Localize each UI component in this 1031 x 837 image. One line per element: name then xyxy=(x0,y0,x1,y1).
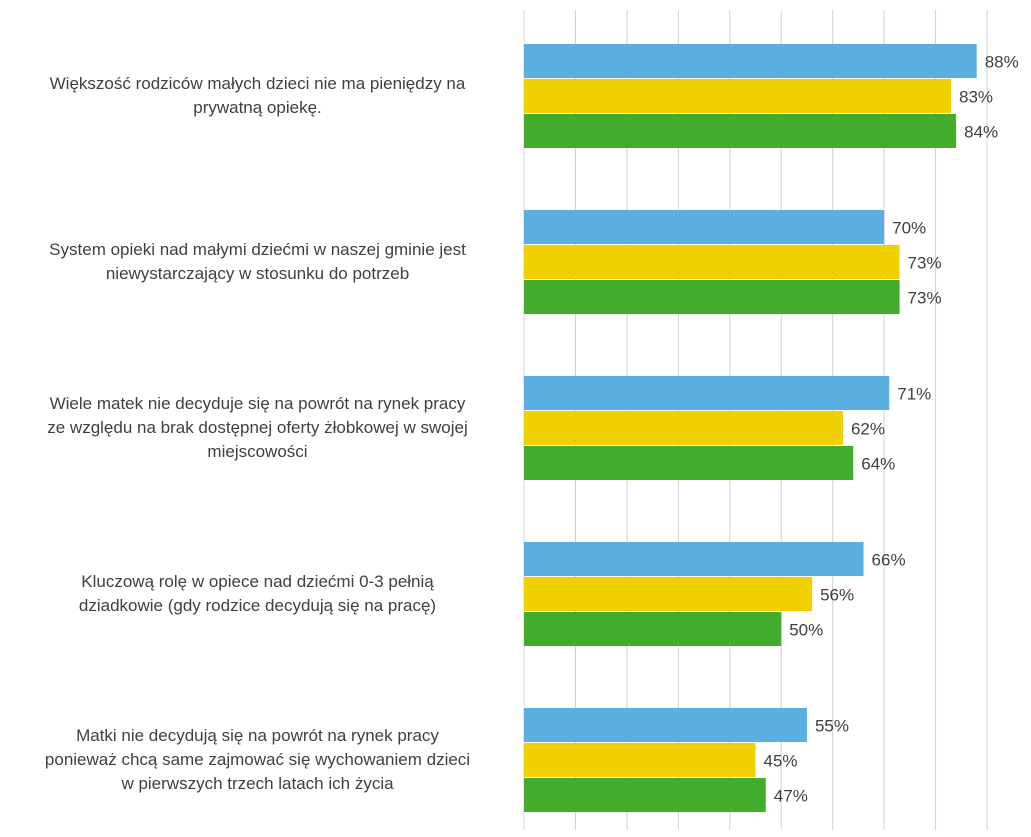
category-label: Większość rodziców małych dzieci nie ma … xyxy=(49,74,466,117)
value-label: 70% xyxy=(892,218,926,237)
value-label: 55% xyxy=(815,716,849,735)
value-label: 84% xyxy=(964,122,998,141)
value-label: 83% xyxy=(959,87,993,106)
bar xyxy=(524,44,977,78)
value-label: 88% xyxy=(985,52,1019,71)
value-label: 62% xyxy=(851,419,885,438)
category-label: Matki nie decydują się na powrót na ryne… xyxy=(44,726,471,793)
bar xyxy=(524,280,900,314)
bar xyxy=(524,446,854,480)
bar xyxy=(524,542,864,576)
value-label: 45% xyxy=(764,751,798,770)
bar xyxy=(524,376,890,410)
value-label: 56% xyxy=(820,585,854,604)
bar xyxy=(524,612,782,646)
value-label: 73% xyxy=(908,288,942,307)
bar xyxy=(524,743,756,777)
category-label: System opieki nad małymi dziećmi w nasze… xyxy=(49,240,466,283)
value-label: 47% xyxy=(774,786,808,805)
bar xyxy=(524,411,843,445)
bar xyxy=(524,210,885,244)
bar xyxy=(524,577,813,611)
value-label: 71% xyxy=(897,384,931,403)
value-label: 50% xyxy=(789,620,823,639)
bar xyxy=(524,79,951,113)
bar xyxy=(524,778,766,812)
bar xyxy=(524,245,900,279)
value-label: 66% xyxy=(872,550,906,569)
value-label: 64% xyxy=(861,454,895,473)
bar xyxy=(524,708,807,742)
bar xyxy=(524,114,957,148)
category-label: Kluczową rolę w opiece nad dziećmi 0-3 p… xyxy=(78,572,437,615)
value-label: 73% xyxy=(908,253,942,272)
category-label: Wiele matek nie decyduje się na powrót n… xyxy=(47,394,468,461)
